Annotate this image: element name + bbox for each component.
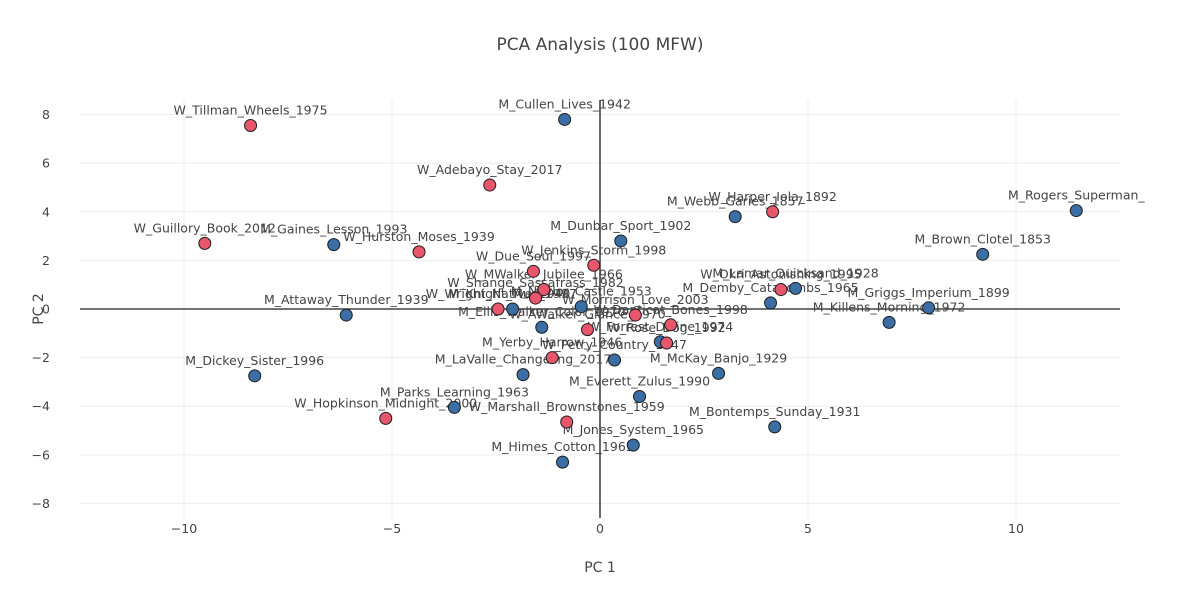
data-point[interactable] [1069,204,1083,218]
x-tick-label: 5 [804,521,812,536]
point-label: W_Hopkinson_Midnight_2000 [294,395,477,410]
point-label: M_Demby_Catacombs_1965 [682,280,858,295]
data-point[interactable] [556,455,570,469]
point-label: W_Hurston_Moses_1939 [343,229,495,244]
data-point[interactable] [766,205,780,219]
data-point[interactable] [537,283,551,297]
tick-labels: −10 −5 0 5 10 −8 −6 −4 −2 0 2 4 6 8 [32,107,1024,536]
y-tick-label: −4 [32,399,50,414]
point-label: W_Tillman_Wheels_1975 [174,103,328,118]
x-axis-title: PC 1 [584,560,616,576]
point-label: W_Jenkins_Storm_1998 [521,242,666,257]
zero-lines [80,100,1120,518]
data-point[interactable] [506,302,520,316]
data-point[interactable] [774,283,788,297]
data-point[interactable] [529,291,543,305]
point-label: M_Everett_Zulus_1990 [569,373,710,388]
data-point[interactable] [447,400,461,414]
data-point[interactable] [574,300,588,314]
point-label: W_Adebayo_Stay_2017 [417,162,562,177]
point-label: W_Forrest_Divine_1974 [587,319,733,334]
data-point[interactable] [626,438,640,452]
data-point[interactable] [628,308,642,322]
data-point[interactable] [633,389,647,403]
point-label: M_Dickey_Sister_1996 [185,353,324,368]
data-point[interactable] [608,353,622,367]
point-label: M_Bontemps_Sunday_1931 [689,404,860,419]
point-label: W_Due_Soul_1997 [476,248,591,263]
data-point[interactable] [587,258,601,272]
point-label: W_MWalker_Jubilee_1966 [465,267,623,282]
y-tick-label: −2 [32,350,50,365]
data-point[interactable] [560,415,574,429]
point-label: M_Dunbar_Sport_1902 [550,218,691,233]
point-label: W_Harper_Iola_1892 [708,189,836,204]
data-point[interactable] [339,308,353,322]
y-tick-label: 2 [42,253,50,268]
x-tick-label: 10 [1008,521,1024,536]
data-points[interactable] [198,112,1083,469]
data-point[interactable] [558,112,572,126]
point-label: M_Knight_Mud_1997 [448,286,576,301]
point-label: M_Gaines_Lesson_1993 [260,222,407,237]
data-point[interactable] [491,302,505,316]
y-tick-label: −8 [32,496,50,511]
data-point[interactable] [516,368,530,382]
data-point[interactable] [922,301,936,315]
data-point[interactable] [581,323,595,337]
point-label: M_Rogers_Superman_ [1008,188,1145,203]
point-label: M_Yerby_Harrow_1946 [482,335,622,350]
data-point[interactable] [526,264,540,278]
point-label: M_Attaway_Thunder_1939 [264,292,429,307]
x-tick-label: −10 [171,521,197,536]
point-label: M_Parks_Learning_1963 [380,384,529,399]
data-point[interactable] [764,296,778,310]
point-label: M_LaValle_Changeling_2017 [435,352,612,367]
y-tick-label: 0 [42,302,50,317]
data-point[interactable] [198,236,212,250]
y-tick-label: 6 [42,156,50,171]
data-point[interactable] [327,238,341,252]
point-label: W_Morrison_Love_2003 [562,292,708,307]
y-tick-label: 4 [42,204,50,219]
data-point[interactable] [664,318,678,332]
x-tick-label: −5 [383,521,401,536]
data-point[interactable] [660,336,674,350]
data-point[interactable] [882,315,896,329]
point-label: M_Killens_Morning_1972 [813,299,966,314]
point-label: W_Guillory_Book_2012 [134,220,276,235]
point-label: M_Cullen_Lives_1942 [498,96,631,111]
data-point[interactable] [614,234,628,248]
data-point[interactable] [712,366,726,380]
y-tick-label: 8 [42,107,50,122]
data-point[interactable] [248,369,262,383]
point-label: M_Himes_Cotton_1965 [491,439,633,454]
point-label: W_Marshall_Brownstones_1959 [469,399,665,414]
data-point[interactable] [789,281,803,295]
data-point[interactable] [412,245,426,259]
point-label: M_Griggs_Imperium_1899 [848,285,1010,300]
data-point[interactable] [728,210,742,224]
chart-title: PCA Analysis (100 MFW) [497,35,704,55]
x-tick-label: 0 [596,521,604,536]
data-point[interactable] [976,247,990,261]
point-label: M_Lamar_Quicksand_1928 [712,265,878,280]
data-point[interactable] [244,119,258,133]
point-label: W_Okri_Astonishing_1995 [700,267,861,282]
y-tick-label: −6 [32,447,50,462]
point-label: W_Petry_Country_1947 [542,337,687,352]
y-axis-title: PC 2 [31,293,47,325]
point-label: M_Brown_Clotel_1853 [914,231,1051,246]
data-point[interactable] [545,351,559,365]
point-label: W_Shange_Sassafrass_1982 [447,275,624,290]
point-label: W_AWalker_Glance_1970 [509,307,665,322]
point-label: M_McKay_Banjo_1929 [650,350,787,365]
data-point[interactable] [768,420,782,434]
data-point[interactable] [483,178,497,192]
data-point[interactable] [379,411,393,425]
point-label: M_Jones_System_1965 [563,422,704,437]
point-label: M_Webb_Garies_1857 [667,194,804,209]
data-point[interactable] [535,320,549,334]
